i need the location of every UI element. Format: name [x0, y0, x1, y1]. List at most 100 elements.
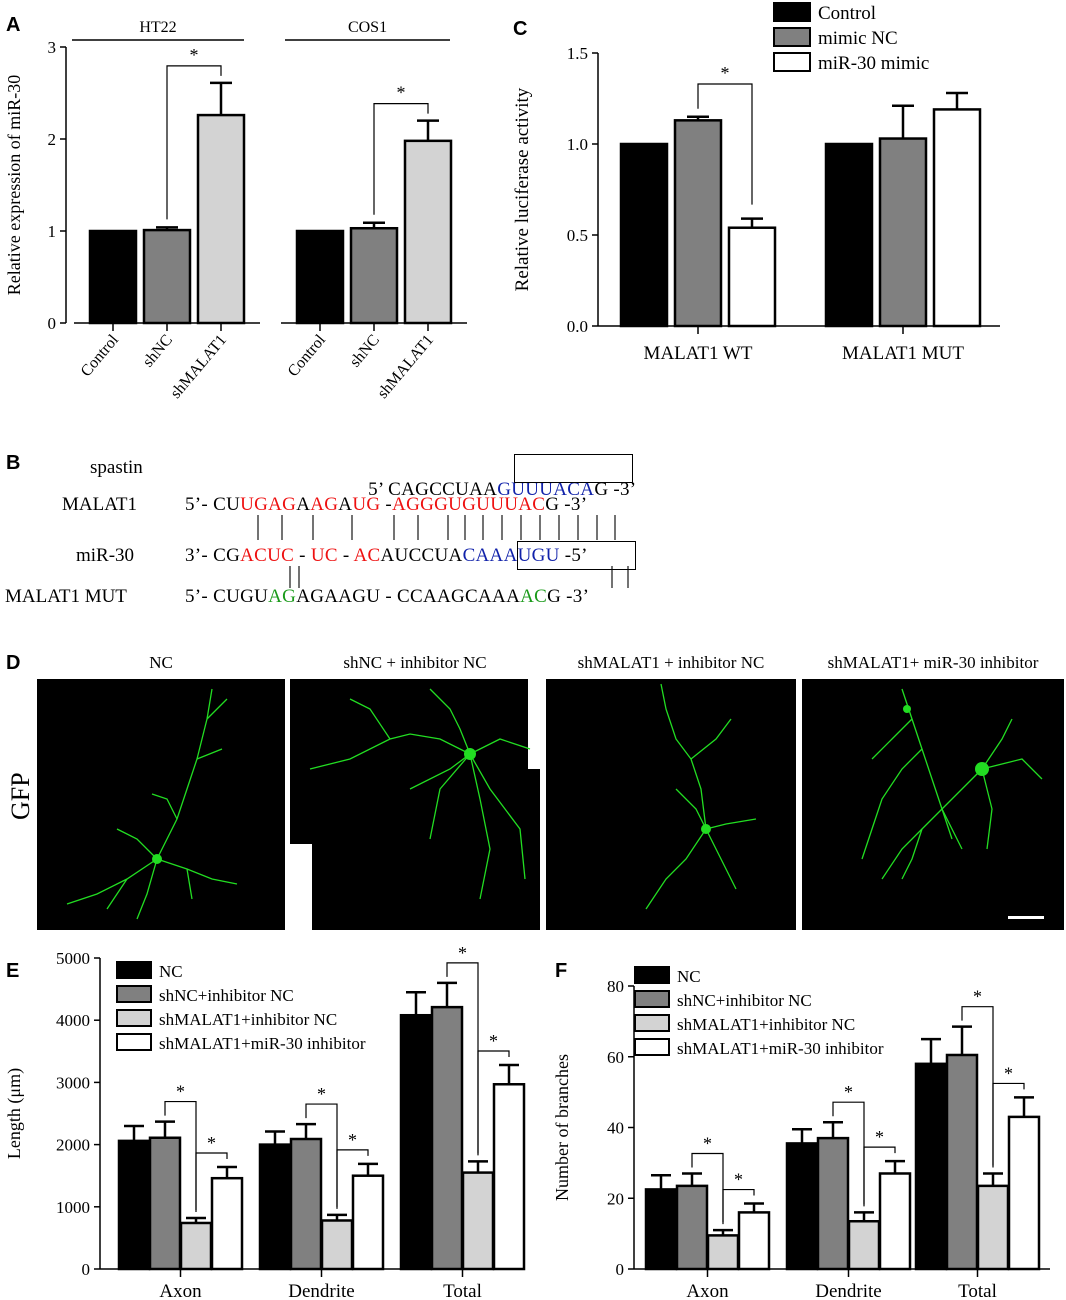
seq-mir30-segment: 3’- CG — [185, 545, 241, 566]
y-tick-label: 0 — [616, 1260, 625, 1279]
legend-swatch — [773, 52, 811, 72]
significance-star: * — [489, 1031, 498, 1051]
panel-label-d: D — [6, 652, 21, 674]
neuron-shmalat1 — [645, 683, 757, 910]
y-tick-label: 20 — [607, 1189, 624, 1208]
legend-label: shNC+inhibitor NC — [159, 986, 294, 1005]
significance-star: * — [721, 63, 730, 83]
bar — [737, 1211, 771, 1271]
micro-image-nc — [37, 679, 285, 930]
bar — [430, 1005, 464, 1271]
y-axis-label: Relative luciferase activity — [512, 87, 533, 291]
significance-star: * — [844, 1082, 853, 1102]
y-tick-label: 1.5 — [567, 44, 588, 63]
legend-swatch — [773, 27, 811, 47]
legend-swatch — [634, 966, 670, 984]
y-tick-label: 2 — [48, 130, 57, 149]
significance-bracket — [477, 1050, 510, 1156]
x-tick-label: Total — [958, 1281, 997, 1300]
seq-malat1-segment: G -3’ — [545, 494, 588, 515]
x-tick-label: Axon — [159, 1281, 202, 1300]
x-tick-label: MALAT1 MUT — [842, 343, 964, 364]
legend-swatch — [116, 961, 152, 979]
legend-label: miR-30 mimic — [818, 53, 929, 74]
y-tick-label: 80 — [607, 977, 624, 996]
y-axis-label: Relative expression of miR-30 — [4, 75, 24, 295]
bar — [824, 142, 874, 328]
significance-bracket — [336, 1149, 369, 1209]
seq-mir30-segment: - — [337, 545, 354, 566]
bar — [320, 1219, 354, 1271]
y-axis-label: Length (μm) — [4, 1068, 25, 1159]
legend-label: shMALAT1+inhibitor NC — [159, 1010, 337, 1029]
seq-malat1: 5’- CUUGAGAAGAUG -AGGGUGUUUACG -3’ — [185, 494, 587, 516]
y-tick-label: 0.0 — [567, 317, 588, 336]
group-label: HT22 — [139, 19, 176, 36]
significance-star: * — [190, 45, 199, 65]
legend-label: NC — [677, 967, 701, 986]
significance-star: * — [973, 987, 982, 1007]
significance-bracket — [373, 102, 429, 215]
y-tick-label: 60 — [607, 1048, 624, 1067]
bar — [785, 1142, 819, 1271]
seq-mir30-segment: -5’ — [559, 545, 588, 566]
seq-mir30-segment: UC — [310, 545, 338, 566]
significance-bracket — [166, 65, 222, 220]
x-tick-label: Dendrite — [815, 1281, 881, 1300]
y-tick-label: 1000 — [56, 1198, 90, 1217]
neuron-shmalat1-mir30 — [861, 688, 1043, 880]
micro-title-shnc: shNC + inhibitor NC — [343, 653, 487, 672]
significance-star: * — [207, 1133, 216, 1153]
seq-malat1-segment: AGGGUGUUUAC — [392, 494, 546, 515]
seq-malat1-segment: A — [338, 494, 353, 515]
bar — [258, 1143, 292, 1271]
significance-star: * — [458, 943, 467, 963]
significance-star: * — [875, 1127, 884, 1147]
significance-bracket — [195, 1152, 228, 1212]
bar — [878, 137, 928, 328]
legend-label: shMALAT1+miR-30 inhibitor — [159, 1034, 366, 1053]
x-tick-label: Dendrite — [288, 1281, 354, 1300]
bar — [816, 1136, 850, 1271]
gfp-row-label: GFP — [6, 772, 35, 820]
legend-swatch — [116, 1033, 152, 1051]
seq-mir30-segment: AUCCUA — [380, 545, 463, 566]
significance-star: * — [176, 1082, 185, 1102]
bar — [295, 229, 345, 325]
x-tick-label: MALAT1 WT — [644, 343, 753, 364]
seq-mir30-segment: AC — [353, 545, 381, 566]
significance-bracket — [863, 1146, 896, 1207]
significance-star: * — [1004, 1063, 1013, 1083]
seq-label-spastin: spastin — [90, 457, 143, 478]
seq-mir30-segment: - — [294, 545, 311, 566]
seq-malat1-segment: AG — [310, 494, 339, 515]
seq-mir30-segment: ACUC — [240, 545, 295, 566]
significance-star: * — [348, 1130, 357, 1150]
legend-label: shMALAT1+miR-30 inhibitor — [677, 1039, 884, 1058]
neuron-nc — [66, 688, 238, 920]
bar — [142, 228, 192, 325]
seq-malat1-segment: UGAG — [240, 494, 297, 515]
micro-title-shmalat1: shMALAT1 + inhibitor NC — [577, 653, 765, 672]
significance-star: * — [734, 1170, 743, 1190]
y-tick-label: 40 — [607, 1119, 624, 1138]
legend-swatch — [634, 1038, 670, 1056]
bar — [945, 1053, 979, 1271]
seq-mir30: 3’- CGACUC - UC - ACAUCCUACAAAUGU -5’ — [185, 545, 588, 567]
legend-label: mimic NC — [818, 28, 898, 49]
bar — [1007, 1115, 1041, 1271]
bar — [148, 1136, 182, 1271]
significance-bracket — [992, 1082, 1025, 1168]
micro-title-nc: NC — [149, 653, 173, 672]
legend-swatch — [634, 990, 670, 1008]
y-tick-label: 0 — [48, 314, 57, 333]
bar — [675, 1184, 709, 1271]
seq-mir30-segment: CAAAUGU — [462, 545, 560, 566]
group-label: COS1 — [348, 19, 387, 36]
y-tick-label: 0 — [82, 1260, 91, 1279]
seq-mut-segment: AC — [520, 586, 548, 607]
